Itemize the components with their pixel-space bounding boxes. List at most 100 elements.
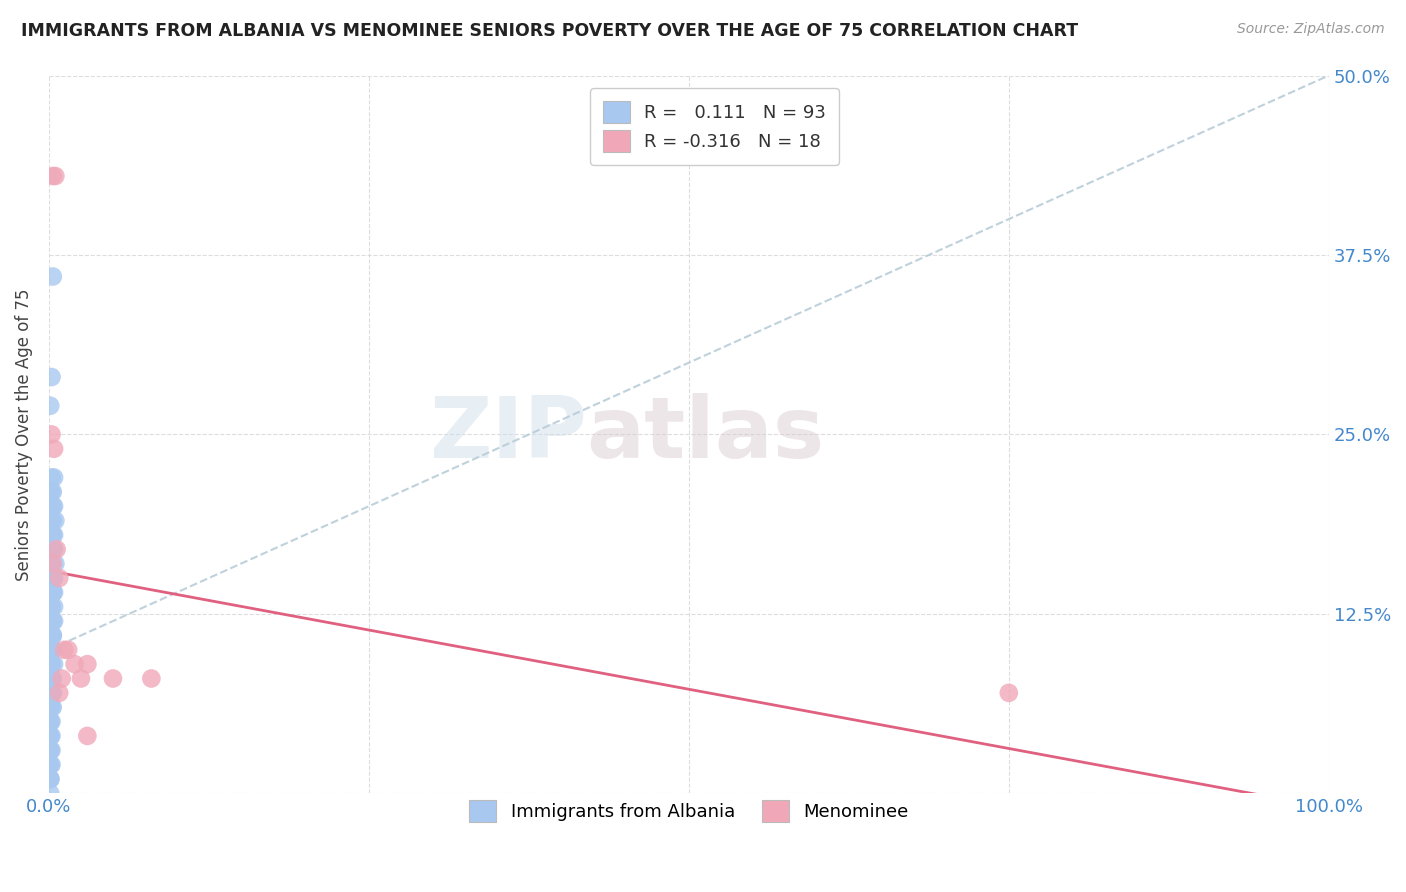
Point [39,557,62,571]
Point [41,672,63,686]
Point [41,500,63,514]
Point [41,642,63,657]
Point [39,571,62,585]
Point [56,642,79,657]
Point [39,514,62,528]
Point [63,657,86,672]
Point [42,500,65,514]
Point [42,557,65,571]
Point [41,370,63,384]
Point [41,729,63,743]
Y-axis label: Seniors Poverty Over the Age of 75: Seniors Poverty Over the Age of 75 [15,288,32,581]
Point [41,427,63,442]
Point [39,614,62,628]
Point [42,500,65,514]
Point [42,542,65,557]
Point [39,686,62,700]
Point [42,614,65,628]
Point [39,786,62,800]
Point [41,557,63,571]
Point [41,743,63,757]
Point [41,500,63,514]
Point [42,571,65,585]
Point [42,169,65,183]
Point [39,657,62,672]
Point [76,657,98,672]
Point [51,672,73,686]
Point [44,169,66,183]
Text: IMMIGRANTS FROM ALBANIA VS MENOMINEE SENIORS POVERTY OVER THE AGE OF 75 CORRELAT: IMMIGRANTS FROM ALBANIA VS MENOMINEE SEN… [21,22,1078,40]
Point [39,757,62,772]
Point [39,585,62,599]
Point [41,614,63,628]
Point [41,484,63,499]
Point [42,542,65,557]
Point [39,657,62,672]
Point [44,514,66,528]
Point [41,542,63,557]
Point [41,585,63,599]
Point [70,672,93,686]
Point [42,672,65,686]
Point [45,542,67,557]
Point [42,484,65,499]
Point [39,729,62,743]
Point [39,528,62,542]
Point [76,729,98,743]
Point [42,628,65,642]
Point [39,714,62,729]
Point [41,599,63,614]
Point [39,743,62,757]
Point [42,628,65,642]
Point [44,557,66,571]
Point [42,614,65,628]
Point [141,672,163,686]
Point [39,757,62,772]
Point [41,528,63,542]
Point [42,585,65,599]
Point [39,743,62,757]
Point [41,628,63,642]
Point [42,614,65,628]
Point [39,772,62,786]
Point [998,686,1021,700]
Point [42,585,65,599]
Point [39,772,62,786]
Point [41,714,63,729]
Point [42,269,65,284]
Point [42,700,65,714]
Point [41,599,63,614]
Point [42,571,65,585]
Point [42,642,65,657]
Point [53,642,76,657]
Point [39,686,62,700]
Point [39,672,62,686]
Point [39,599,62,614]
Point [42,642,65,657]
Point [41,657,63,672]
Point [42,557,65,571]
Point [42,528,65,542]
Point [39,729,62,743]
Point [39,399,62,413]
Point [39,614,62,628]
Point [42,470,65,484]
Point [41,700,63,714]
Legend: Immigrants from Albania, Menominee: Immigrants from Albania, Menominee [457,788,921,835]
Point [39,628,62,642]
Point [39,628,62,642]
Text: Source: ZipAtlas.com: Source: ZipAtlas.com [1237,22,1385,37]
Point [41,514,63,528]
Point [41,686,63,700]
Point [42,585,65,599]
Point [42,571,65,585]
Point [42,686,65,700]
Point [41,757,63,772]
Point [39,642,62,657]
Point [39,484,62,499]
Point [41,528,63,542]
Point [42,657,65,672]
Point [42,542,65,557]
Point [41,599,63,614]
Point [42,528,65,542]
